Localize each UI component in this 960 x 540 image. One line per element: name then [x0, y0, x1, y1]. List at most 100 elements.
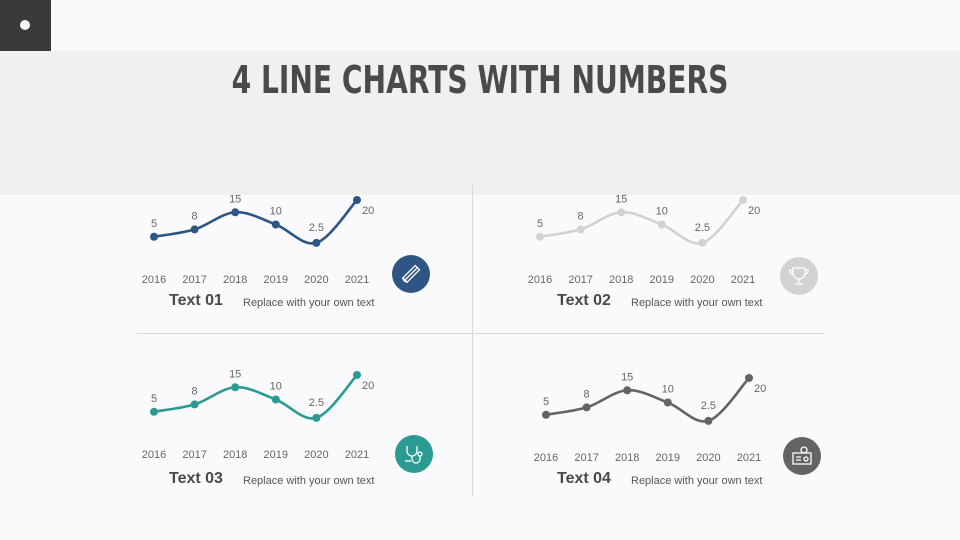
data-point — [576, 225, 585, 234]
x-tick-label: 2018 — [615, 452, 639, 464]
id-card-icon — [783, 437, 821, 475]
data-point — [353, 371, 361, 379]
data-label: 2.5 — [309, 397, 324, 409]
data-label: 20 — [754, 383, 766, 395]
trophy-icon — [780, 257, 818, 295]
data-point — [617, 208, 626, 217]
badge-2 — [780, 257, 818, 295]
x-tick-label: 2016 — [142, 274, 166, 286]
badge-3 — [395, 435, 433, 473]
x-tick-label: 2019 — [650, 274, 674, 286]
chart-panel-3: 5 2016 8 2017 15 2018 10 2019 2.5 2020 20 2021 — [140, 365, 440, 505]
data-label: 15 — [621, 371, 633, 383]
chart-panel-1: 5 2016 8 2017 15 2018 10 2019 2.5 2020 20 2021 — [140, 190, 440, 330]
panel-heading-1: Text 01 — [169, 292, 223, 309]
series-line — [538, 198, 745, 245]
x-tick-label: 2019 — [264, 449, 288, 461]
panel-heading-3: Text 03 — [169, 470, 223, 487]
series-line — [152, 373, 359, 420]
data-label: 5 — [543, 396, 549, 408]
x-tick-label: 2017 — [182, 449, 206, 461]
data-label: 8 — [584, 388, 590, 400]
data-point — [582, 403, 591, 412]
data-point — [657, 220, 666, 229]
data-label: 2.5 — [695, 222, 710, 234]
panel-heading-2: Text 02 — [557, 292, 611, 309]
x-tick-label: 2021 — [737, 452, 761, 464]
x-tick-label: 2020 — [304, 449, 328, 461]
corner-block — [0, 0, 51, 51]
data-point — [698, 238, 707, 247]
series-line — [152, 198, 359, 245]
data-point — [271, 395, 280, 404]
data-point — [745, 374, 753, 382]
data-point — [190, 225, 199, 234]
x-tick-label: 2016 — [142, 449, 166, 461]
data-label: 8 — [578, 210, 584, 222]
x-tick-label: 2020 — [690, 274, 714, 286]
data-label: 10 — [656, 206, 668, 218]
data-label: 10 — [270, 381, 282, 393]
data-label: 20 — [748, 205, 760, 217]
corner-dot — [20, 20, 30, 30]
data-label: 15 — [229, 368, 241, 380]
pencil-ruler-icon — [392, 255, 430, 293]
x-tick-label: 2018 — [223, 449, 247, 461]
data-point — [623, 386, 632, 395]
data-label: 5 — [151, 218, 157, 230]
data-point — [271, 220, 280, 229]
data-point — [150, 407, 158, 416]
panel-desc-1: Replace with your own text — [243, 297, 375, 309]
data-point — [542, 410, 550, 419]
data-point — [312, 238, 321, 247]
x-tick-label: 2020 — [696, 452, 720, 464]
data-label: 8 — [192, 385, 198, 397]
badge-4 — [783, 437, 821, 475]
x-tick-label: 2018 — [223, 274, 247, 286]
vertical-divider — [472, 185, 473, 496]
x-tick-label: 2021 — [731, 274, 755, 286]
x-tick-label: 2019 — [656, 452, 680, 464]
data-point — [353, 196, 361, 204]
data-label: 20 — [362, 205, 374, 217]
x-tick-label: 2017 — [568, 274, 592, 286]
chart-panel-4: 5 2016 8 2017 15 2018 10 2019 2.5 2020 20 2021 — [532, 368, 832, 508]
panel-desc-3: Replace with your own text — [243, 475, 375, 487]
data-label: 10 — [270, 206, 282, 218]
data-point — [312, 413, 321, 422]
data-point — [150, 232, 158, 241]
data-label: 8 — [192, 210, 198, 222]
x-tick-label: 2018 — [609, 274, 633, 286]
series-line — [544, 376, 751, 423]
x-tick-label: 2019 — [264, 274, 288, 286]
data-point — [536, 232, 544, 241]
panel-desc-4: Replace with your own text — [631, 475, 763, 487]
x-tick-label: 2016 — [528, 274, 552, 286]
x-tick-label: 2020 — [304, 274, 328, 286]
data-label: 20 — [362, 380, 374, 392]
data-point — [739, 196, 747, 204]
data-label: 15 — [229, 193, 241, 205]
x-tick-label: 2016 — [534, 452, 558, 464]
data-label: 5 — [537, 218, 543, 230]
data-label: 10 — [662, 384, 674, 396]
x-tick-label: 2017 — [182, 274, 206, 286]
panel-desc-2: Replace with your own text — [631, 297, 763, 309]
data-label: 15 — [615, 193, 627, 205]
stethoscope-icon — [395, 435, 433, 473]
x-tick-label: 2021 — [345, 274, 369, 286]
x-tick-label: 2021 — [345, 449, 369, 461]
x-tick-label: 2017 — [574, 452, 598, 464]
page-title: 4 LINE CHARTS WITH NUMBERS — [231, 58, 729, 102]
data-point — [190, 400, 199, 409]
title-band — [0, 51, 960, 195]
horizontal-divider — [137, 333, 824, 334]
chart-panel-2: 5 2016 8 2017 15 2018 10 2019 2.5 2020 20 2021 — [526, 190, 826, 330]
data-label: 5 — [151, 393, 157, 405]
panel-heading-4: Text 04 — [557, 470, 611, 487]
badge-1 — [392, 255, 430, 293]
